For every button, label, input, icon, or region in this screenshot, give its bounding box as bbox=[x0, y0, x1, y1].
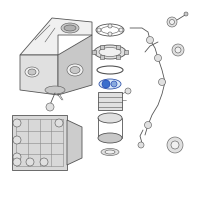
Ellipse shape bbox=[25, 67, 39, 77]
Circle shape bbox=[167, 17, 177, 27]
Bar bbox=[100, 45, 104, 49]
Bar bbox=[98, 92, 122, 110]
Circle shape bbox=[13, 158, 21, 166]
Ellipse shape bbox=[98, 133, 122, 143]
Circle shape bbox=[13, 119, 21, 127]
Circle shape bbox=[167, 137, 183, 153]
Circle shape bbox=[184, 12, 188, 16]
Ellipse shape bbox=[99, 47, 121, 56]
Ellipse shape bbox=[101, 148, 119, 156]
Polygon shape bbox=[67, 120, 82, 165]
Ellipse shape bbox=[64, 25, 76, 31]
Polygon shape bbox=[20, 18, 92, 55]
Circle shape bbox=[144, 121, 152, 129]
Bar bbox=[12, 115, 67, 170]
Polygon shape bbox=[20, 55, 58, 95]
Circle shape bbox=[40, 158, 48, 166]
Circle shape bbox=[108, 24, 112, 28]
Ellipse shape bbox=[99, 79, 121, 89]
Circle shape bbox=[119, 28, 123, 32]
Circle shape bbox=[146, 36, 154, 44]
Circle shape bbox=[97, 28, 101, 32]
Circle shape bbox=[13, 153, 21, 161]
Circle shape bbox=[26, 158, 34, 166]
Circle shape bbox=[154, 54, 162, 62]
Circle shape bbox=[108, 32, 112, 36]
Ellipse shape bbox=[67, 64, 83, 76]
Circle shape bbox=[175, 47, 181, 53]
Circle shape bbox=[172, 44, 184, 56]
Bar bbox=[116, 45, 120, 49]
Circle shape bbox=[13, 136, 21, 144]
Bar bbox=[100, 55, 104, 59]
Circle shape bbox=[171, 141, 179, 149]
Ellipse shape bbox=[28, 69, 36, 75]
Circle shape bbox=[158, 78, 166, 86]
Circle shape bbox=[111, 81, 117, 87]
Ellipse shape bbox=[45, 86, 65, 94]
Ellipse shape bbox=[61, 23, 79, 33]
Circle shape bbox=[46, 103, 54, 111]
Ellipse shape bbox=[94, 45, 126, 59]
Circle shape bbox=[102, 80, 110, 88]
Ellipse shape bbox=[105, 150, 115, 154]
Circle shape bbox=[170, 20, 174, 24]
Bar bbox=[124, 50, 128, 54]
Circle shape bbox=[55, 119, 63, 127]
Ellipse shape bbox=[70, 66, 80, 73]
Polygon shape bbox=[58, 35, 92, 95]
Bar bbox=[92, 50, 96, 54]
Ellipse shape bbox=[98, 113, 122, 123]
Circle shape bbox=[138, 142, 144, 148]
Circle shape bbox=[125, 88, 131, 94]
Bar bbox=[116, 55, 120, 59]
